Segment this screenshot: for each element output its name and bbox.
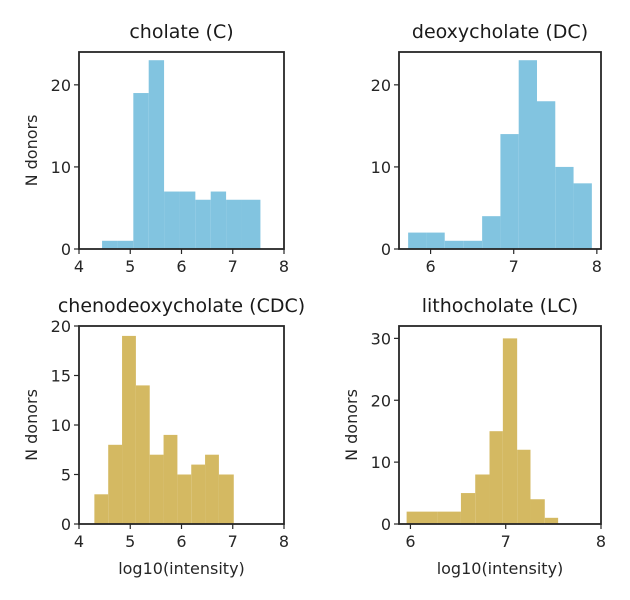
- y-axis-label: N donors: [22, 389, 41, 461]
- histogram-bar: [500, 134, 519, 249]
- y-tick-label: 20: [371, 391, 391, 410]
- histogram-bar: [205, 454, 219, 524]
- histogram-bar: [502, 338, 518, 525]
- histogram-bar: [133, 93, 149, 249]
- x-tick-label: 6: [425, 257, 435, 276]
- histogram-bar: [149, 454, 164, 524]
- x-axis-label: log10(intensity): [118, 559, 245, 578]
- y-tick-label: 20: [51, 76, 71, 95]
- x-tick-label: 7: [228, 257, 238, 276]
- x-tick-label: 8: [279, 532, 289, 551]
- histogram-bar: [135, 385, 150, 524]
- histogram-bar: [408, 232, 427, 249]
- x-tick-label: 8: [279, 257, 289, 276]
- x-tick-label: 6: [176, 257, 186, 276]
- chart-title: chenodeoxycholate (CDC): [58, 295, 305, 317]
- y-tick-label: 10: [371, 158, 391, 177]
- histogram-bar: [555, 166, 574, 249]
- y-tick-label: 0: [381, 515, 391, 534]
- histogram-bar: [195, 199, 211, 249]
- x-tick-label: 4: [74, 257, 84, 276]
- x-tick-label: 7: [509, 257, 519, 276]
- axes-frame: [398, 325, 602, 525]
- histogram-bar: [544, 517, 559, 524]
- x-tick-label: 6: [176, 532, 186, 551]
- y-axis-label: N donors: [342, 389, 361, 461]
- histogram-bar: [179, 191, 196, 249]
- chart-title: deoxycholate (DC): [412, 21, 588, 43]
- chart-title: cholate (C): [129, 21, 233, 43]
- x-tick-label: 4: [74, 532, 84, 551]
- histogram-panel-1: 6 7 8 0 10 20 deoxycholate (DC): [371, 21, 602, 276]
- histogram-bar: [517, 449, 531, 524]
- histogram-bar: [482, 216, 501, 249]
- histogram-bar: [573, 183, 592, 249]
- x-tick-label: 5: [125, 257, 135, 276]
- x-tick-label: 5: [125, 532, 135, 551]
- x-tick-label: 8: [596, 532, 606, 551]
- x-tick-label: 7: [501, 532, 511, 551]
- y-axis-label: N donors: [22, 115, 41, 187]
- y-tick-label: 10: [51, 416, 71, 435]
- y-tick-label: 15: [51, 367, 71, 386]
- histogram-bar: [218, 474, 234, 524]
- histogram-bar: [191, 464, 206, 524]
- histogram-bar: [108, 444, 123, 524]
- x-tick-label: 7: [228, 532, 238, 551]
- y-tick-label: 20: [51, 317, 71, 336]
- histogram-bar: [148, 60, 165, 250]
- histogram-bar: [122, 335, 136, 524]
- histogram-panel-3: 6 7 8 0 10 20 30 lithocholate (LC) N donors log10…: [342, 295, 606, 578]
- x-tick-label: 6: [405, 532, 415, 551]
- histogram-bar: [536, 101, 556, 249]
- y-tick-label: 10: [371, 453, 391, 472]
- y-tick-label: 0: [61, 515, 71, 534]
- histogram-panel-0: 4 5 6 7 8 0 10 20 cholate (C) N donors: [22, 21, 289, 276]
- x-axis-label: log10(intensity): [437, 559, 564, 578]
- y-tick-label: 5: [61, 466, 71, 485]
- histogram-bar: [164, 191, 180, 249]
- y-tick-label: 0: [381, 240, 391, 259]
- histogram-bar: [518, 60, 537, 250]
- histogram-bar: [226, 199, 242, 249]
- histogram-bar: [460, 493, 476, 524]
- histogram-bar: [94, 494, 109, 524]
- histogram-bar: [444, 240, 464, 249]
- histogram-bar: [530, 499, 545, 524]
- histogram-bar: [163, 434, 178, 524]
- histogram-bar: [102, 240, 118, 249]
- histogram-bar: [489, 431, 503, 524]
- histogram-bar: [475, 474, 490, 524]
- histogram-bar: [437, 511, 461, 525]
- y-tick-label: 30: [371, 329, 391, 348]
- histogram-bar: [210, 191, 227, 249]
- histogram-bar: [426, 232, 445, 249]
- histogram-bar: [177, 474, 192, 524]
- y-tick-label: 0: [61, 240, 71, 259]
- chart-title: lithocholate (LC): [422, 295, 579, 317]
- y-tick-label: 10: [51, 158, 71, 177]
- axes-frame: [398, 51, 602, 250]
- histogram-bar: [463, 240, 483, 249]
- histogram-bar: [241, 199, 261, 249]
- histogram-bar: [117, 240, 134, 249]
- histogram-bar: [406, 511, 438, 525]
- y-tick-label: 20: [371, 76, 391, 95]
- x-tick-label: 8: [592, 257, 602, 276]
